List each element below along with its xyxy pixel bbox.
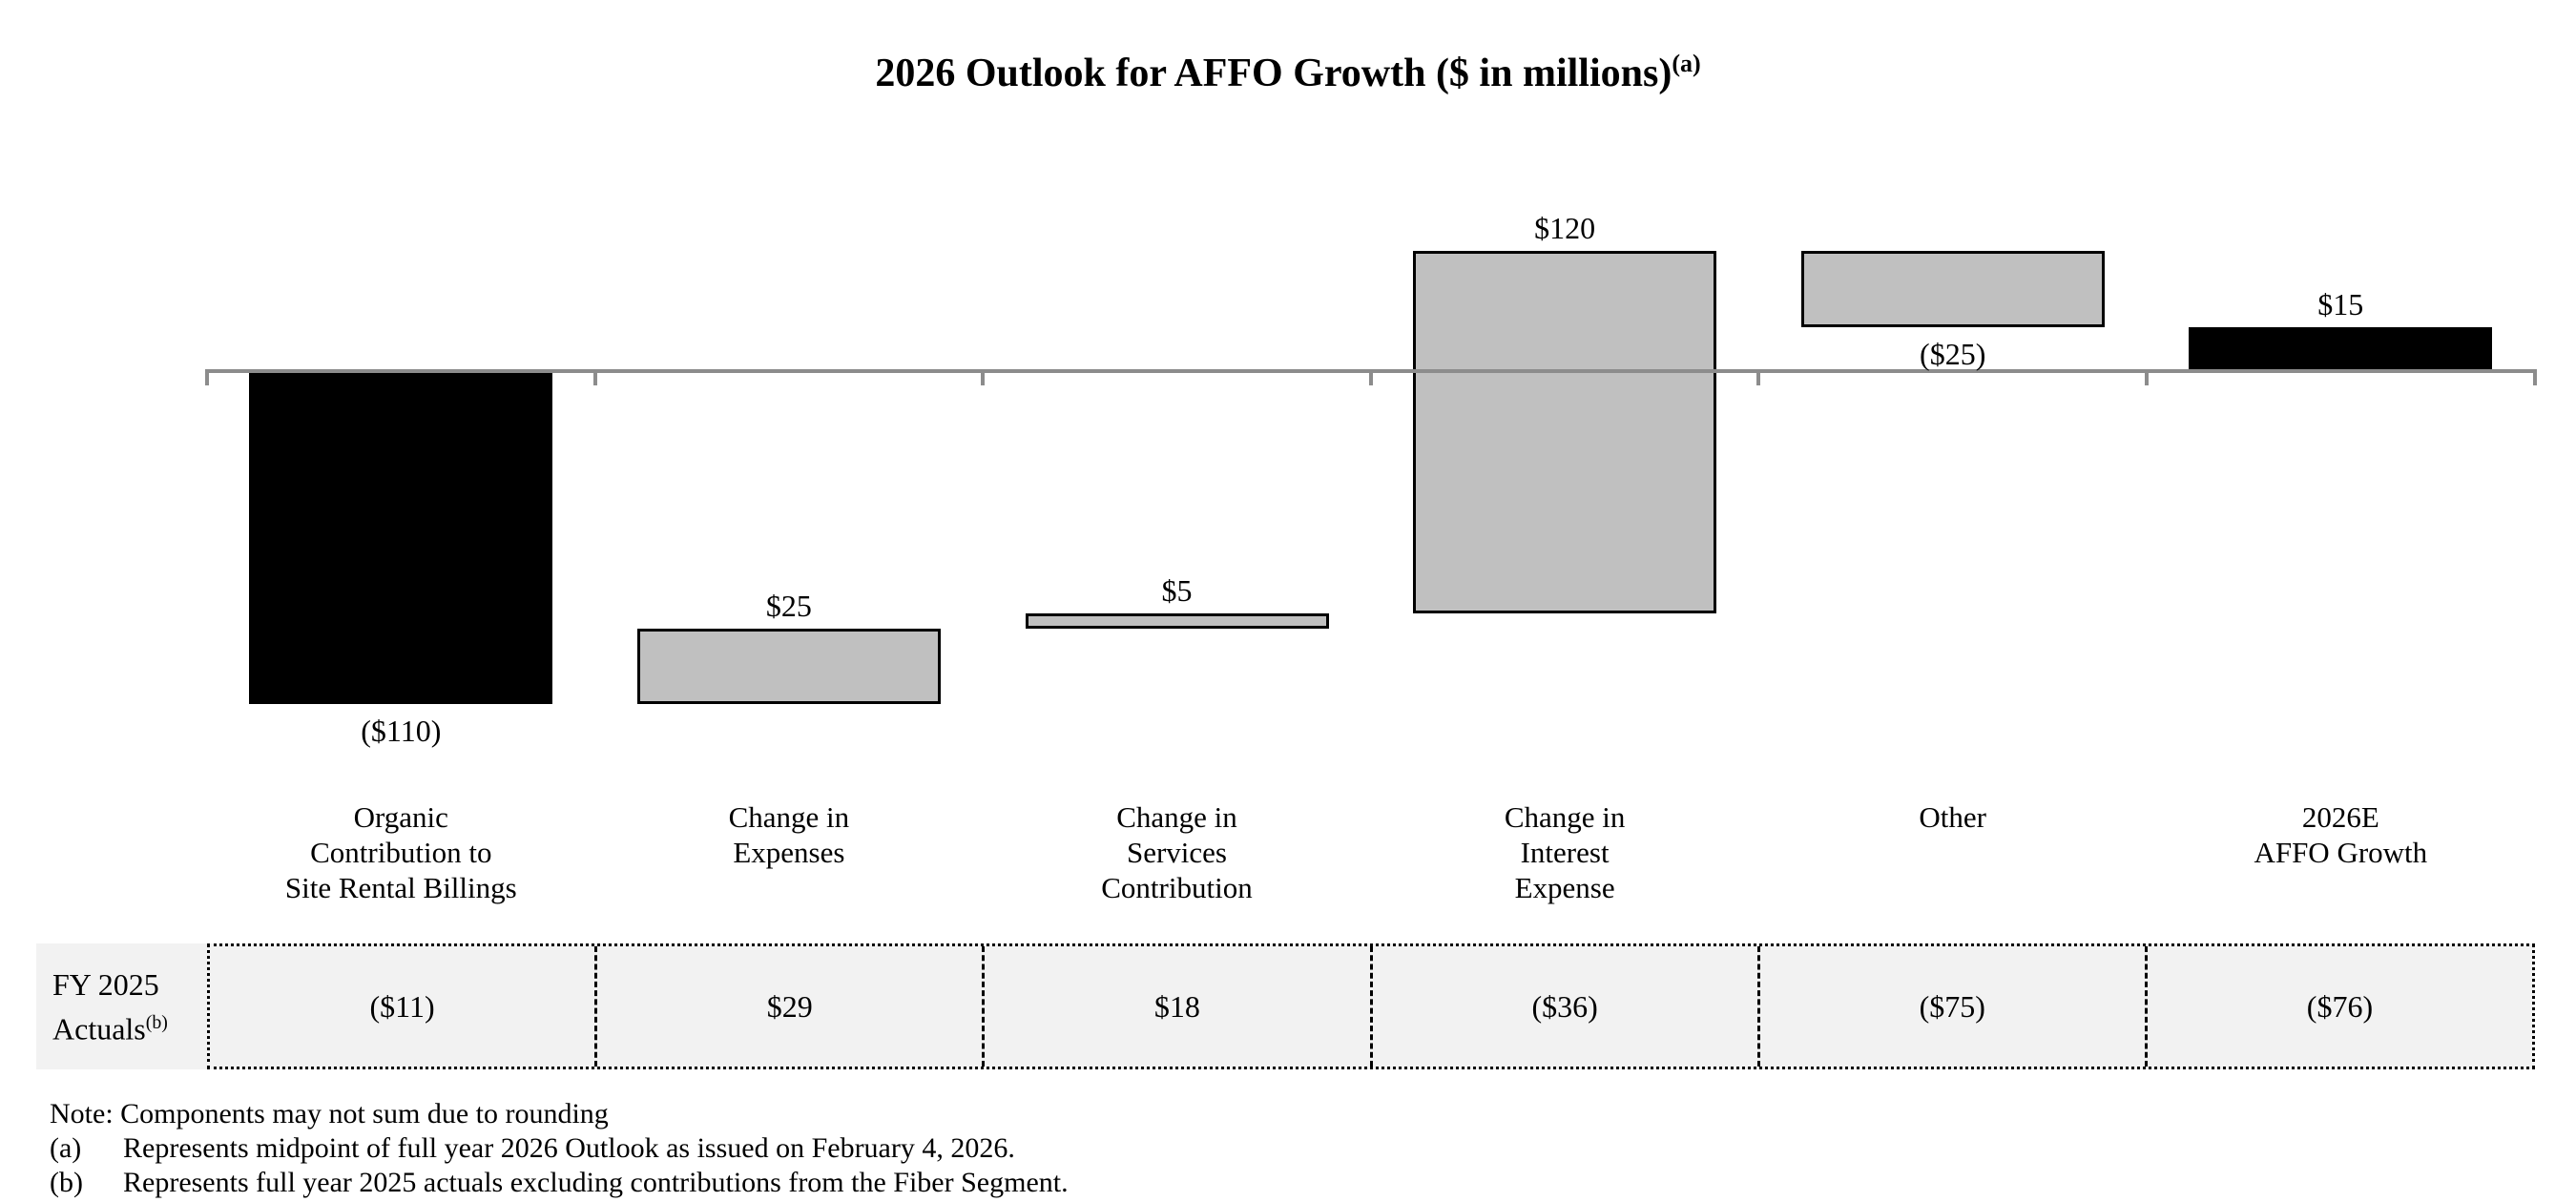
fy2025-actuals-table-row: ($11) $29 $18 ($36) ($75) ($76) — [207, 943, 2535, 1069]
fy2025-value: ($75) — [1919, 988, 1985, 1024]
fy2025-cell-change-in: $18 — [982, 946, 1369, 1067]
axis-tick — [205, 369, 209, 385]
bar-change-in — [1025, 613, 1329, 629]
bar-organic — [249, 372, 553, 705]
fy2025-cell-other: ($75) — [1756, 946, 2145, 1067]
chart-title: 2026 Outlook for AFFO Growth ($ in milli… — [0, 50, 2576, 96]
category-label-change-in: Change in Interest Expense — [1504, 800, 1626, 904]
fy2025-header-footnote-ref: (b) — [145, 1011, 168, 1033]
bar-change-in — [1413, 251, 1717, 614]
bar-2026e — [2189, 326, 2493, 372]
bar-change-in — [636, 628, 941, 705]
fy2025-value: ($36) — [1531, 988, 1598, 1024]
axis-tick — [1368, 369, 1373, 385]
chart-title-text: 2026 Outlook for AFFO Growth ($ in milli… — [875, 52, 1672, 95]
fy2025-cell-organic: ($11) — [210, 946, 594, 1067]
footnote-b-label: (b) — [50, 1167, 83, 1198]
fy2025-value: $18 — [1153, 988, 1200, 1024]
footnote-a-label: (a) — [50, 1132, 82, 1164]
bar-other — [1800, 251, 2105, 327]
category-label-other: Other — [1919, 800, 1986, 834]
fy2025-actuals-row-header: FY 2025 Actuals(b) — [36, 943, 207, 1069]
category-label-change-in: Change in Services Contribution — [1101, 800, 1253, 904]
footnotes-block: Note: Components may not sum due to roun… — [50, 1097, 1069, 1200]
fy2025-header-line1: FY 2025 — [52, 966, 159, 1002]
value-label-change-in: $5 — [1161, 573, 1193, 609]
footnote-b: (b) Represents full year 2025 actuals ex… — [50, 1166, 1069, 1200]
axis-tick — [1756, 369, 1761, 385]
axis-tick — [2532, 369, 2537, 385]
rounding-note: Note: Components may not sum due to roun… — [50, 1098, 609, 1129]
value-label-change-in: $120 — [1534, 211, 1596, 246]
chart-title-footnote-ref: (a) — [1672, 50, 1701, 77]
axis-tick — [2145, 369, 2149, 385]
value-label-2026e: $15 — [2317, 286, 2364, 321]
value-label-organic: ($110) — [361, 714, 442, 749]
fy2025-cell-2026e: ($76) — [2144, 946, 2532, 1067]
value-label-change-in: $25 — [765, 588, 812, 623]
fy2025-cell-change-in: ($36) — [1369, 946, 1757, 1067]
footnote-b-text: Represents full year 2025 actuals exclud… — [123, 1167, 1069, 1198]
fy2025-value: $29 — [766, 988, 813, 1024]
axis-tick — [592, 369, 597, 385]
axis-tick — [981, 369, 986, 385]
category-label-2026e: 2026E AFFO Growth — [2254, 800, 2428, 869]
fy2025-value: ($11) — [369, 988, 435, 1024]
category-label-organic: Organic Contribution to Site Rental Bill… — [284, 800, 517, 904]
fy2025-value: ($76) — [2306, 988, 2374, 1024]
fy2025-cell-change-in: $29 — [594, 946, 982, 1067]
fy2025-header-line2: Actuals(b) — [52, 1011, 168, 1047]
footnote-a-text: Represents midpoint of full year 2026 Ou… — [123, 1132, 1015, 1164]
category-label-change-in: Change in Expenses — [728, 800, 850, 869]
footnote-a: (a) Represents midpoint of full year 202… — [50, 1131, 1069, 1166]
value-label-other: ($25) — [1920, 336, 1986, 371]
